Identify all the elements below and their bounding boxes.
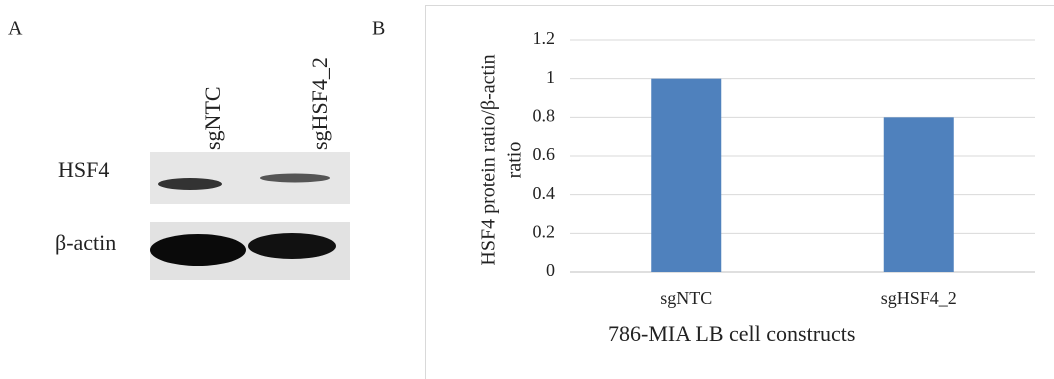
y-tick-label: 0	[546, 260, 555, 280]
x-tick-label: sgHSF4_2	[881, 288, 957, 308]
row-label: HSF4	[58, 157, 109, 182]
panel-label: A	[8, 18, 23, 40]
lane-label: sgNTC	[200, 86, 225, 150]
x-axis-title: 786-MIA LB cell constructs	[608, 321, 855, 346]
y-axis-title: HSF4 protein ratio/β-actin	[478, 54, 500, 265]
y-tick-label: 0.6	[533, 144, 556, 164]
bar	[884, 117, 954, 272]
y-tick-label: 0.4	[533, 183, 556, 203]
y-axis-title: ratio	[504, 142, 526, 179]
x-tick-label: sgNTC	[660, 288, 712, 308]
bar	[651, 79, 721, 272]
row-label: β-actin	[55, 230, 116, 255]
y-tick-label: 0.8	[533, 105, 556, 125]
y-tick-label: 0.2	[533, 221, 556, 241]
figure: A B sgNTC sgHSF4_2 HSF4 β-actin 0 0.2 0.4 0…	[0, 0, 1054, 379]
y-tick-label: 1	[546, 67, 555, 87]
blot-image	[150, 152, 350, 280]
y-tick-label: 1.2	[533, 28, 556, 48]
panel-label: B	[372, 18, 385, 40]
lane-label: sgHSF4_2	[307, 57, 332, 150]
